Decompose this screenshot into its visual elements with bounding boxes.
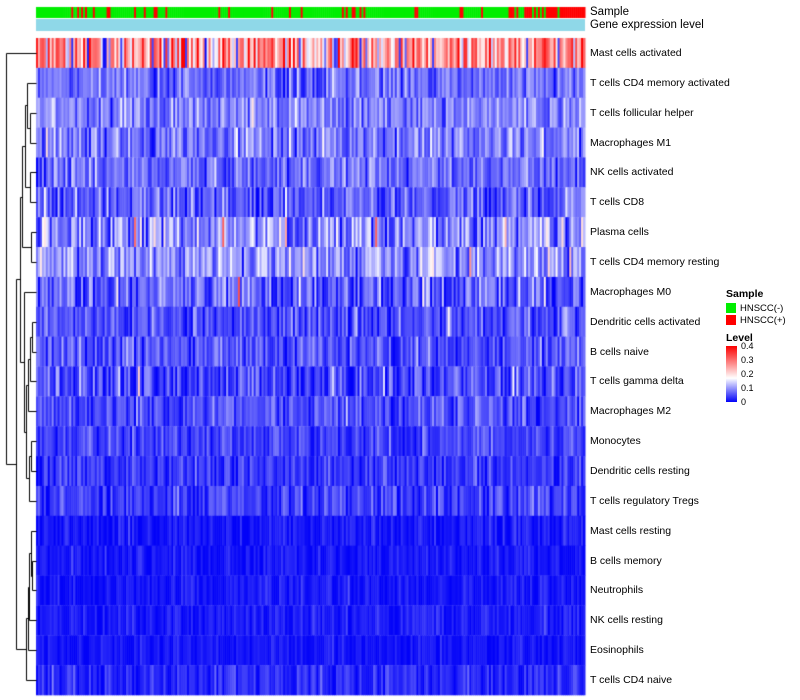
row-label: B cells memory <box>590 554 662 567</box>
annotation-label-gene-expression-level: Gene expression level <box>590 19 704 31</box>
row-label: T cells CD4 naive <box>590 674 673 687</box>
row-label: Mast cells activated <box>590 46 682 59</box>
legend-swatch <box>726 303 736 313</box>
legend-entry-label: HNSCC(+) <box>740 314 786 326</box>
legend-swatch <box>726 315 736 325</box>
row-label: Mast cells resting <box>590 524 672 537</box>
legend-entry: HNSCC(+) <box>726 314 786 326</box>
row-label: NK cells resting <box>590 614 663 627</box>
row-label: NK cells activated <box>590 166 674 179</box>
annotation-label-sample: Sample <box>590 6 629 18</box>
row-label: T cells CD4 memory resting <box>590 255 720 268</box>
row-label: Macrophages M0 <box>590 285 672 298</box>
legend-sample-title: Sample <box>726 288 764 300</box>
level-tick: 0.4 <box>741 341 754 351</box>
row-label: T cells CD4 memory activated <box>590 76 730 89</box>
level-tick: 0 <box>741 397 747 407</box>
level-gradient-bar <box>726 346 737 402</box>
row-label: Dendritic cells resting <box>590 465 690 478</box>
row-label: Eosinophils <box>590 644 644 657</box>
row-label: B cells naive <box>590 345 649 358</box>
legend-sample-entries: HNSCC(-) HNSCC(+) <box>726 302 786 326</box>
legend-level-colorbar: 0.4 0.3 0.2 0.1 0 <box>726 342 786 407</box>
row-label: T cells regulatory Tregs <box>590 494 699 507</box>
level-tick: 0.3 <box>741 355 754 365</box>
row-label: Macrophages M2 <box>590 405 672 418</box>
row-label: T cells follicular helper <box>590 106 694 119</box>
row-label: T cells gamma delta <box>590 375 684 388</box>
row-label: Dendritic cells activated <box>590 315 701 328</box>
row-label: Macrophages M1 <box>590 136 672 149</box>
level-tick: 0.1 <box>741 383 754 393</box>
level-tick: 0.2 <box>741 369 754 379</box>
row-label: Monocytes <box>590 435 641 448</box>
row-label: T cells CD8 <box>590 196 645 209</box>
legend-level-title: Level <box>726 332 753 344</box>
legend-entry-label: HNSCC(-) <box>740 302 784 314</box>
row-label: Plasma cells <box>590 226 649 239</box>
row-label: Neutrophils <box>590 584 644 597</box>
legend-entry: HNSCC(-) <box>726 302 786 314</box>
legend: Sample HNSCC(-) HNSCC(+) Level 0.4 0.3 0.2 0… <box>726 288 786 407</box>
